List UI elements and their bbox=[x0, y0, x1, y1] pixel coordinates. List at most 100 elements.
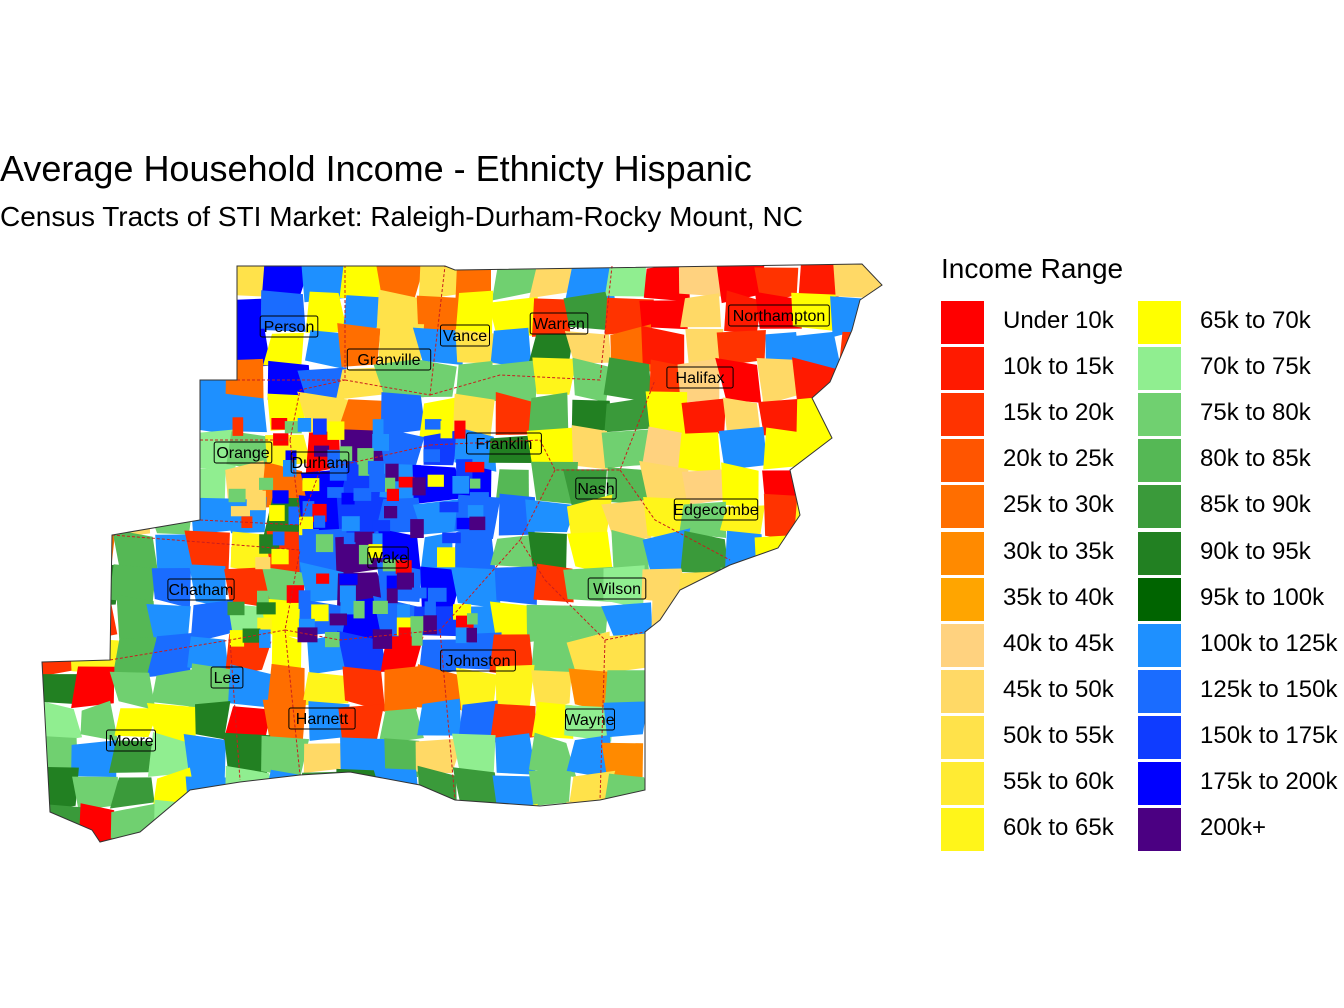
svg-text:Chatham: Chatham bbox=[169, 582, 234, 599]
county-label: Halifax bbox=[666, 366, 734, 389]
legend-swatch bbox=[1138, 531, 1181, 575]
svg-text:Wilson: Wilson bbox=[593, 581, 641, 598]
map-subtitle: Census Tracts of STI Market: Raleigh-Dur… bbox=[0, 201, 803, 232]
census-tract bbox=[380, 392, 426, 436]
legend-label: 80k to 85k bbox=[1200, 445, 1311, 473]
census-tract bbox=[601, 602, 653, 638]
census-tract bbox=[256, 602, 276, 615]
census-tract bbox=[273, 628, 290, 640]
svg-text:Person: Person bbox=[264, 319, 315, 336]
census-tract bbox=[341, 516, 360, 532]
county-label: Northampton bbox=[728, 304, 830, 327]
census-tract bbox=[839, 469, 880, 503]
census-tract bbox=[297, 627, 318, 643]
census-tract bbox=[150, 264, 196, 299]
census-tract bbox=[117, 394, 156, 437]
census-tract bbox=[526, 801, 572, 842]
census-tract bbox=[189, 564, 226, 608]
census-tract bbox=[490, 842, 533, 878]
legend-swatch bbox=[1138, 301, 1181, 344]
census-tract bbox=[874, 530, 882, 568]
census-tract bbox=[528, 392, 569, 440]
legend-label: 60k to 65k bbox=[1003, 814, 1114, 842]
census-tract bbox=[492, 775, 537, 813]
census-tract bbox=[69, 292, 121, 335]
census-tract bbox=[754, 534, 804, 571]
svg-text:Lee: Lee bbox=[214, 670, 241, 687]
census-tract bbox=[146, 290, 195, 335]
census-tract bbox=[879, 631, 882, 673]
census-tract bbox=[758, 398, 801, 436]
census-tract bbox=[325, 632, 340, 648]
census-tract bbox=[415, 738, 464, 774]
census-tract bbox=[603, 357, 653, 403]
census-tract bbox=[151, 568, 191, 609]
census-tract bbox=[299, 834, 348, 842]
svg-text:Franklin: Franklin bbox=[476, 436, 533, 453]
census-tract bbox=[183, 734, 226, 780]
census-tract bbox=[71, 329, 120, 370]
legend-swatch bbox=[1138, 715, 1181, 759]
census-tract bbox=[454, 420, 466, 439]
census-tract bbox=[757, 636, 805, 674]
county-label: Lee bbox=[210, 666, 244, 689]
census-tract bbox=[871, 499, 882, 542]
census-tract bbox=[565, 264, 615, 301]
census-tract bbox=[763, 427, 803, 470]
census-tract bbox=[439, 501, 459, 513]
census-tract bbox=[271, 418, 288, 430]
census-tract bbox=[257, 617, 272, 632]
census-tract bbox=[651, 597, 688, 639]
census-tract bbox=[227, 601, 245, 616]
legend-item: 35k to 40k bbox=[941, 577, 1141, 622]
census-tract bbox=[794, 807, 841, 837]
census-tract bbox=[466, 627, 477, 643]
census-tract bbox=[566, 800, 613, 842]
census-tract bbox=[838, 331, 879, 372]
census-tract bbox=[754, 834, 804, 842]
census-tract bbox=[353, 488, 372, 501]
legend-item: 50k to 55k bbox=[941, 715, 1141, 760]
county-border bbox=[544, 579, 646, 641]
census-tract bbox=[495, 733, 537, 775]
census-tract bbox=[396, 572, 414, 590]
legend-swatch bbox=[941, 485, 984, 529]
census-tract bbox=[42, 394, 80, 439]
census-tract bbox=[70, 459, 118, 508]
census-tract bbox=[830, 669, 876, 707]
census-tract bbox=[77, 845, 112, 881]
census-tract bbox=[384, 506, 398, 519]
census-tract bbox=[678, 432, 721, 473]
census-tract bbox=[564, 331, 612, 364]
census-tract bbox=[340, 601, 356, 615]
legend-label: 50k to 55k bbox=[1003, 721, 1114, 749]
census-tract bbox=[427, 576, 446, 589]
legend-item: 75k to 80k bbox=[1138, 393, 1338, 437]
census-tract bbox=[42, 498, 79, 536]
census-tract bbox=[725, 672, 761, 712]
census-tract bbox=[611, 799, 654, 842]
census-tract bbox=[424, 516, 442, 528]
census-tract bbox=[151, 669, 194, 707]
census-tract bbox=[420, 836, 461, 842]
census-tract bbox=[412, 327, 464, 365]
census-tract bbox=[867, 769, 882, 810]
census-tract bbox=[305, 291, 348, 333]
census-tract bbox=[378, 708, 424, 745]
census-tract bbox=[442, 532, 461, 544]
census-tract bbox=[146, 604, 191, 644]
census-tract bbox=[284, 421, 302, 434]
census-tract bbox=[338, 704, 385, 742]
census-tract bbox=[876, 703, 882, 743]
census-tract bbox=[423, 615, 437, 635]
census-tract bbox=[147, 732, 197, 777]
census-tract bbox=[797, 770, 843, 814]
legend-swatch bbox=[941, 531, 984, 575]
census-tract bbox=[762, 596, 800, 638]
census-tract bbox=[72, 776, 119, 811]
census-tract bbox=[645, 636, 692, 670]
census-tract bbox=[641, 325, 685, 369]
census-tract bbox=[868, 467, 882, 508]
census-tract bbox=[604, 773, 653, 811]
census-tract bbox=[455, 667, 498, 711]
